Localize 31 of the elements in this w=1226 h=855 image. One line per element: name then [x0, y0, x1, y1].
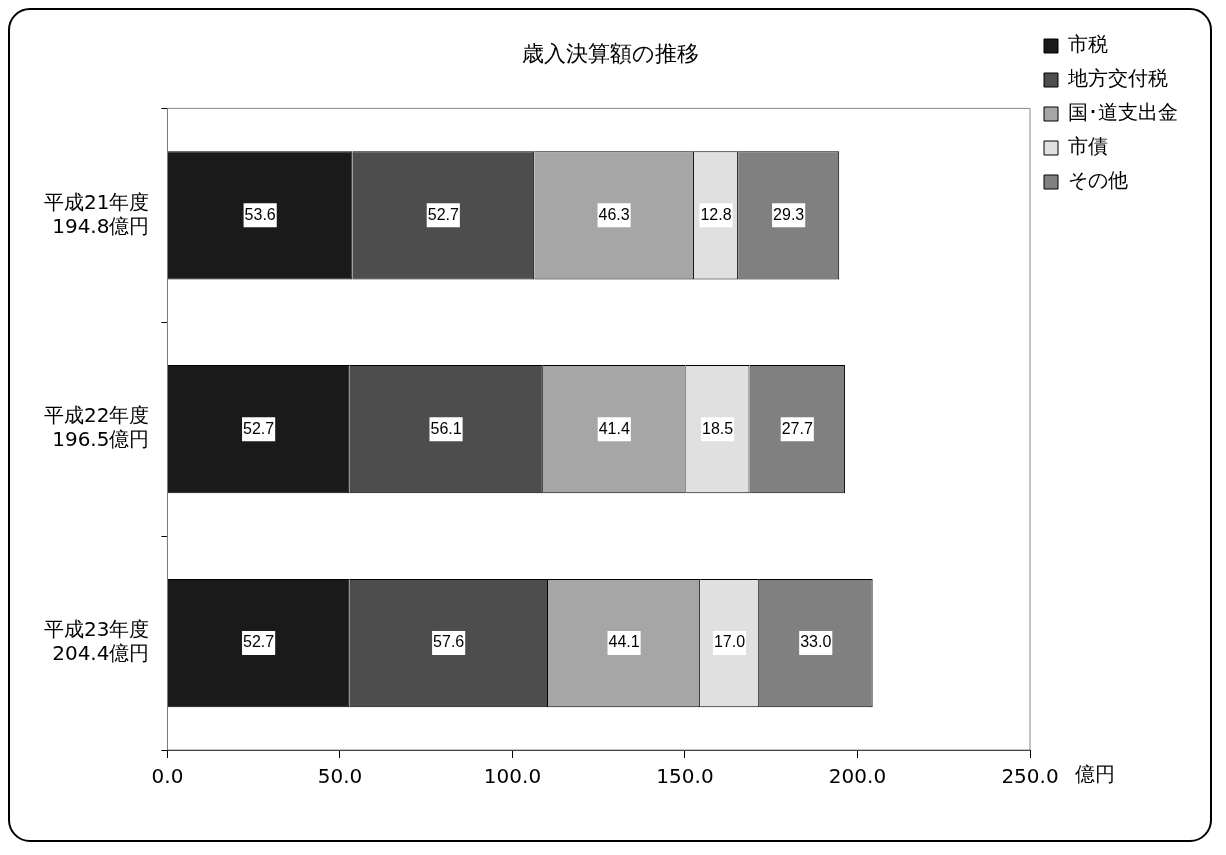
chart-title: 歳入決算額の推移 [521, 40, 699, 66]
data-label: 57.6 [433, 633, 465, 651]
data-label: 41.4 [598, 419, 630, 437]
x-tick-label: 150.0 [656, 764, 714, 789]
x-tick-label: 50.0 [317, 764, 363, 789]
data-label: 52.7 [243, 633, 275, 651]
legend-label: 市債 [1068, 134, 1108, 159]
x-tick-label: 250.0 [1001, 764, 1059, 789]
data-label: 27.7 [781, 419, 813, 437]
data-label: 52.7 [243, 419, 275, 437]
x-axis-title: 億円 [1075, 762, 1115, 787]
legend-label: 地方交付税 [1067, 66, 1168, 91]
data-label: 29.3 [773, 205, 805, 223]
legend-label: 市税 [1068, 32, 1108, 57]
data-label: 33.0 [800, 633, 832, 651]
legend-label: 国･道支出金 [1068, 100, 1178, 125]
data-label: 52.7 [427, 205, 459, 223]
data-label: 12.8 [700, 205, 732, 223]
data-label: 44.1 [608, 633, 640, 651]
data-label: 56.1 [430, 419, 462, 437]
x-tick-label: 100.0 [483, 764, 542, 789]
data-label: 18.5 [702, 419, 734, 437]
y-tick-label: 平成23年度 204.4億円 [44, 617, 150, 666]
data-label: 53.6 [244, 205, 276, 223]
data-label: 46.3 [598, 205, 630, 223]
legend-label: その他 [1068, 168, 1128, 193]
x-tick-label: 0.0 [151, 764, 184, 789]
x-tick-label: 200.0 [828, 764, 887, 789]
y-tick-label: 平成21年度 194.8億円 [44, 189, 150, 238]
y-tick-label: 平成22年度 196.5億円 [44, 403, 150, 452]
data-label: 17.0 [713, 633, 746, 651]
